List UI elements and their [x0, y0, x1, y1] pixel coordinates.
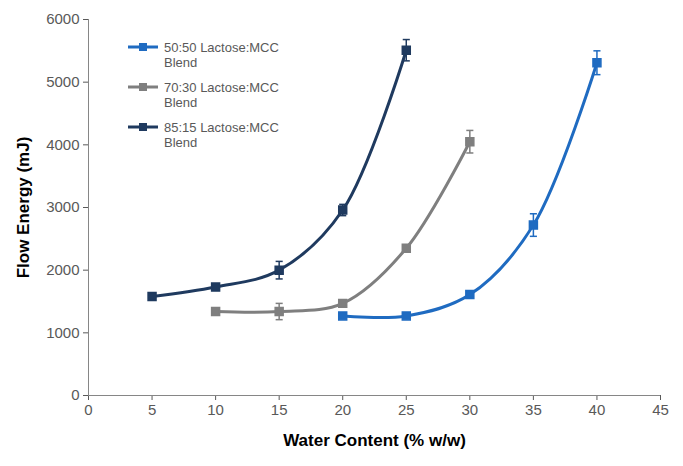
svg-text:3000: 3000 — [46, 198, 79, 215]
svg-text:Water Content (% w/w): Water Content (% w/w) — [283, 431, 466, 450]
svg-text:15: 15 — [271, 401, 288, 418]
svg-text:2000: 2000 — [46, 261, 79, 278]
svg-text:40: 40 — [589, 401, 606, 418]
svg-text:10: 10 — [207, 401, 224, 418]
svg-text:1000: 1000 — [46, 324, 79, 341]
html-text:70:30 Lactose:MCC Blend: 70:30 Lactose:MCC Blend — [164, 80, 279, 110]
svg-text:Flow Energy (mJ): Flow Energy (mJ) — [14, 137, 33, 279]
svg-text:45: 45 — [652, 401, 669, 418]
svg-text:35: 35 — [525, 401, 542, 418]
svg-text:20: 20 — [334, 401, 351, 418]
svg-text:6000: 6000 — [46, 10, 79, 27]
svg-text:30: 30 — [461, 401, 478, 418]
svg-text:0: 0 — [84, 401, 92, 418]
svg-text:5000: 5000 — [46, 73, 79, 90]
svg-text:0: 0 — [71, 386, 79, 403]
html-text:85:15 Lactose:MCC Blend: 85:15 Lactose:MCC Blend — [164, 120, 279, 150]
svg-text:5: 5 — [148, 401, 156, 418]
html-text:50:50 Lactose:MCC Blend: 50:50 Lactose:MCC Blend — [164, 40, 279, 70]
svg-text:4000: 4000 — [46, 136, 79, 153]
svg-text:25: 25 — [398, 401, 415, 418]
